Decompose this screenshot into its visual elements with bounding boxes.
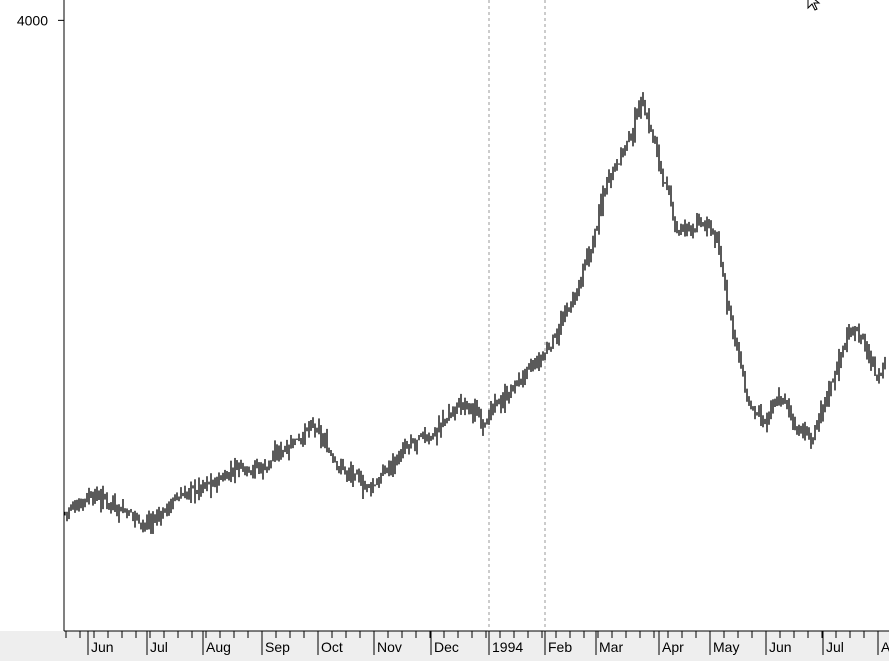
x-month-label: Jul	[150, 639, 168, 655]
x-month-label: 1994	[492, 639, 523, 655]
x-month-label: Oct	[321, 639, 343, 655]
x-month-label: Sep	[265, 639, 290, 655]
x-month-label: Jun	[91, 639, 114, 655]
mouse-cursor-icon	[807, 0, 821, 11]
x-month-label: May	[713, 639, 739, 655]
x-month-label: Nov	[377, 639, 402, 655]
y-axis-labels: 4000	[17, 12, 64, 28]
x-month-label: Mar	[599, 639, 623, 655]
x-axis-ticks: Jun Jul Aug Sep Oct Nov Dec 1994 Feb Mar Apr May Jun…	[65, 631, 889, 655]
x-month-label: Jul	[826, 639, 844, 655]
x-month-label: Jun	[769, 639, 792, 655]
x-month-label: Aug	[206, 639, 231, 655]
x-month-label: A	[881, 639, 889, 655]
y-tick-label: 4000	[17, 12, 48, 28]
price-bars	[64, 92, 886, 534]
x-month-label: Feb	[548, 639, 572, 655]
x-month-label: Dec	[434, 639, 459, 655]
x-month-label: Apr	[662, 639, 684, 655]
